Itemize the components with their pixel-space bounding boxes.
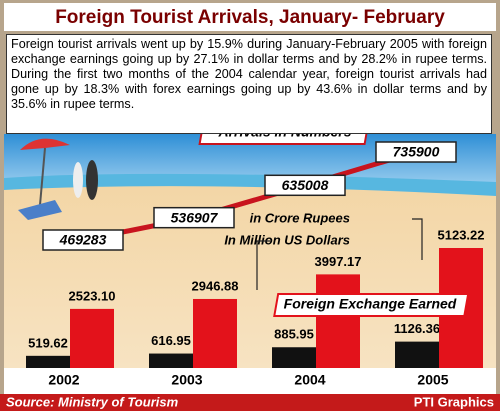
x-tick-label: 2005 [417,372,448,388]
person [86,160,98,200]
value-label: 469283 [59,232,107,248]
value-box [42,229,124,251]
summary-text: Foreign tourist arrivals went up by 15.9… [6,34,492,134]
bar [26,355,70,368]
value-box [264,174,346,197]
bar-value-label: 3997.17 [315,254,362,269]
bar-value-label: 519.62 [28,335,68,350]
bar-value-label: 2523.10 [69,288,116,303]
bar-value-label: 885.95 [274,327,314,342]
value-box [153,206,235,229]
umbrella-pole [39,147,46,206]
legend-label: in Crore Rupees [250,210,350,225]
bar [395,341,439,368]
bar-value-label: 5123.22 [438,227,485,242]
footer-band [0,394,500,411]
bar-value-label: 2946.88 [192,278,239,293]
arrivals-line [82,149,417,243]
x-tick-label: 2003 [171,372,202,388]
bar [272,347,316,368]
bar [70,308,114,368]
bar [149,353,193,368]
beach-chair [18,200,62,220]
bar-value-label: 616.95 [151,333,191,348]
person [73,162,83,198]
value-label: 735900 [393,144,440,160]
value-label: 536907 [171,209,219,225]
bar-title-box [273,293,470,317]
credit: PTI Graphics [414,394,494,409]
legend-arrow [412,218,423,260]
value-label: 635008 [282,177,329,193]
title-band [4,3,496,31]
source: Source: Ministry of Tourism [6,394,179,409]
bar-value-label: 1126.36 [394,321,440,336]
bar [193,298,237,368]
legend-arrow [256,240,270,290]
umbrella [20,138,70,150]
value-box [375,141,457,163]
bar [316,274,360,368]
x-tick-label: 2004 [294,372,325,388]
year-band [4,368,496,394]
x-tick-label: 2002 [48,372,79,388]
page-title: Foreign Tourist Arrivals, January- Febru… [55,7,445,28]
bar-title: Foreign Exchange Earned [284,296,457,312]
legend-label: In Million US Dollars [224,232,350,247]
